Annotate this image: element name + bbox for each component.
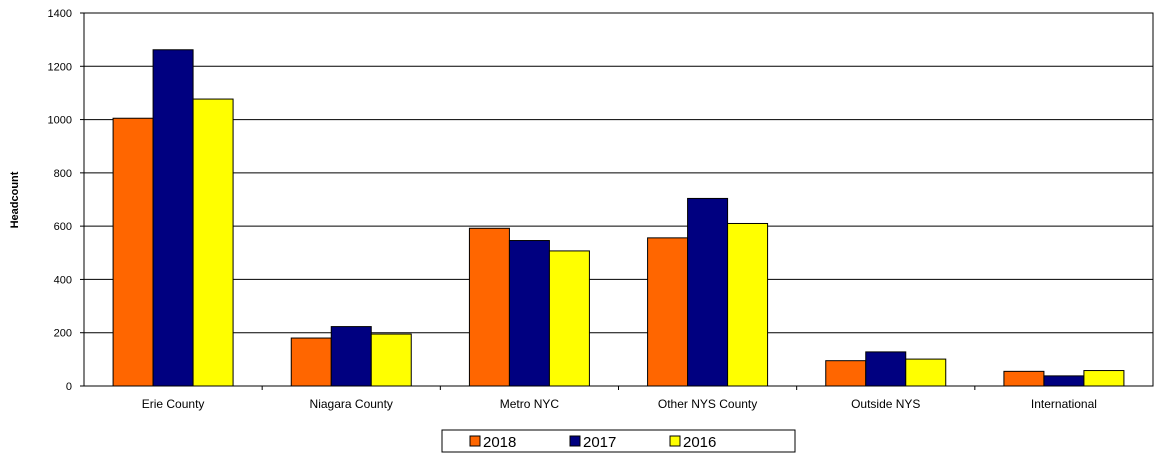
bars bbox=[112, 49, 1125, 387]
bar-2018-other-nys-county bbox=[647, 237, 689, 387]
x-tick-label: Outside NYS bbox=[851, 397, 920, 411]
y-tick-label: 1000 bbox=[48, 115, 72, 127]
bar-2016-niagara-county bbox=[370, 333, 412, 387]
legend-swatch bbox=[469, 435, 481, 447]
x-tick-label: Erie County bbox=[142, 397, 205, 411]
bar-2017-erie-county bbox=[152, 49, 194, 387]
y-axis-title: Headcount bbox=[9, 171, 21, 228]
y-tick-label: 1400 bbox=[48, 8, 72, 20]
bar-2016-outside-nys bbox=[905, 358, 947, 387]
y-tick-label: 400 bbox=[54, 274, 72, 286]
x-tick-label: Other NYS County bbox=[658, 397, 757, 411]
bar-2016-international bbox=[1083, 370, 1125, 387]
y-tick-label: 0 bbox=[66, 381, 72, 393]
x-tick-label: Niagara County bbox=[310, 397, 393, 411]
x-tick-label: Metro NYC bbox=[500, 397, 560, 411]
legend-label: 2018 bbox=[483, 434, 516, 451]
legend-label: 2016 bbox=[683, 434, 716, 451]
legend-box bbox=[441, 429, 796, 453]
y-tick-label: 600 bbox=[54, 221, 72, 233]
legend-swatch bbox=[669, 435, 681, 447]
bar-2016-metro-nyc bbox=[548, 250, 590, 387]
legend-swatch bbox=[569, 435, 581, 447]
bar-2017-other-nys-county bbox=[687, 197, 729, 387]
y-tick-label: 200 bbox=[54, 328, 72, 340]
gridlines bbox=[84, 12, 1153, 387]
y-tick-label: 800 bbox=[54, 168, 72, 180]
y-tick-label: 1200 bbox=[48, 61, 72, 73]
y-axis-ticks: 0 200 400 600 800 1000 1200 1400 bbox=[48, 8, 84, 393]
bar-2018-niagara-county bbox=[290, 337, 332, 387]
bar-2018-international bbox=[1003, 370, 1045, 387]
bar-2018-metro-nyc bbox=[468, 227, 510, 387]
bar-2018-erie-county bbox=[112, 117, 154, 387]
x-axis-labels: Erie County Niagara County Metro NYC Other … bbox=[142, 386, 1097, 411]
legend-label: 2017 bbox=[583, 434, 616, 451]
bar-2017-niagara-county bbox=[330, 326, 372, 387]
plot-area-border bbox=[83, 12, 1154, 387]
bar-2016-other-nys-county bbox=[727, 222, 769, 387]
bar-2016-erie-county bbox=[192, 98, 234, 387]
legend: 2018 2017 2016 bbox=[441, 429, 796, 453]
x-tick-label: International bbox=[1031, 397, 1097, 411]
bar-2017-international bbox=[1043, 375, 1085, 387]
bar-2018-outside-nys bbox=[825, 360, 867, 387]
bar-2017-outside-nys bbox=[865, 351, 907, 387]
bar-2017-metro-nyc bbox=[508, 240, 550, 387]
